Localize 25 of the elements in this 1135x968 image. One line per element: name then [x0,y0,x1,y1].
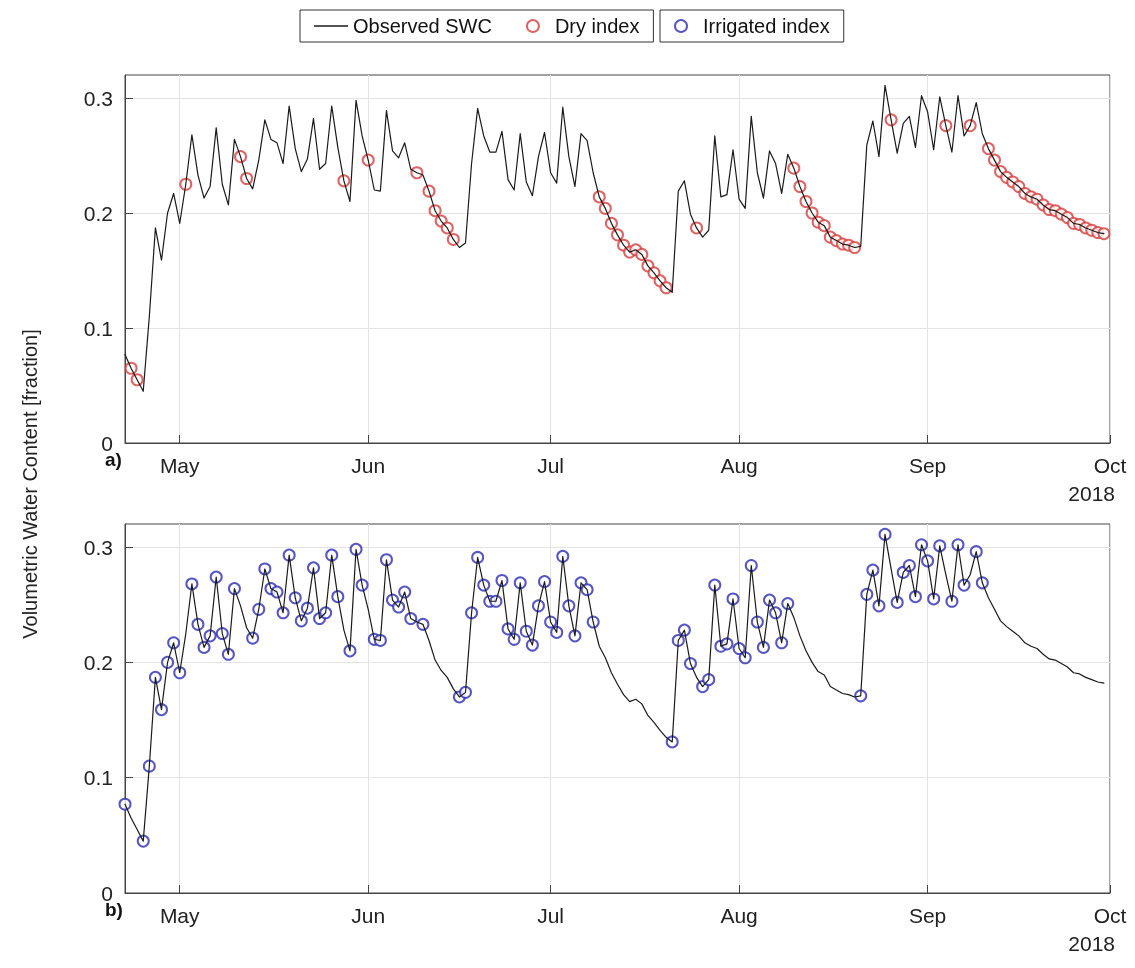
x-tick-label: Jun [351,904,386,927]
x-tick-label: May [159,904,201,927]
x-tick-label: Jul [537,454,565,477]
y-tick-label: 0.1 [83,316,113,340]
x-tick-label: Jul [537,904,565,927]
x-tick-label: Oct [1093,454,1127,477]
y-tick-label: 0 [101,431,113,455]
x-tick-label: Aug [720,454,758,477]
x-tick-label: Sep [908,904,947,927]
y-tick-label: 0.3 [83,535,113,559]
y-tick-label: 0.2 [83,201,113,225]
legend-label: Dry index [554,15,640,37]
x-tick-label: May [159,454,201,477]
legend-label: Observed SWC [353,15,492,37]
text: 2018 [1068,932,1115,955]
y-tick-label: 0.3 [83,86,113,110]
y-tick-label: 0.2 [83,650,113,674]
x-tick-label: Aug [720,904,758,927]
x-tick-label: Sep [908,454,947,477]
y-axis-title: Volumetric Water Content [fraction] [19,329,41,639]
text: 2018 [1068,482,1115,505]
x-tick-label: Jun [351,454,386,477]
legend-label: Irrigated index [703,15,830,37]
x-tick-label: Oct [1093,904,1127,927]
y-tick-label: 0.1 [83,766,113,790]
